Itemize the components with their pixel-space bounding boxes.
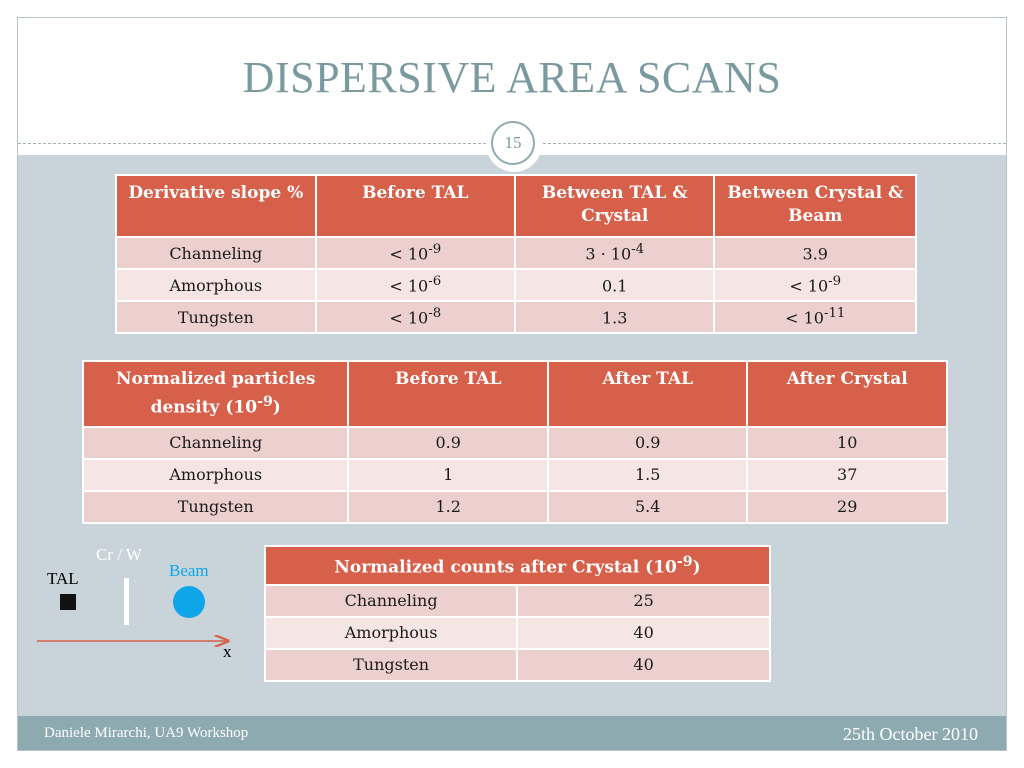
row-label: Amorphous — [263, 615, 519, 650]
table-cell: 3.9 — [713, 236, 917, 270]
table-cell: 0.9 — [347, 425, 549, 460]
header-text: Normalized counts after Crystal (10 — [334, 557, 677, 578]
cell-exponent: -4 — [631, 242, 645, 258]
table-header-row: Normalized counts after Crystal (10-9) — [264, 545, 771, 586]
table-row: Channeling < 10-9 3 · 10-4 3.9 — [115, 236, 917, 270]
cell-value: < 10 — [789, 276, 829, 296]
slide-title: DISPERSIVE AREA SCANS — [242, 53, 782, 102]
table-cell: 1 — [347, 457, 549, 492]
cell-exponent: -9 — [428, 242, 442, 258]
table-header-cell: Normalized particles density (10-9) — [81, 360, 350, 428]
table-header-cell: Normalized counts after Crystal (10-9) — [264, 545, 771, 586]
header-exponent: -9 — [257, 394, 273, 410]
table-row: Channeling 25 — [263, 583, 771, 618]
cell-exponent: -6 — [428, 274, 442, 290]
cell-value: < 10 — [389, 276, 429, 296]
table-cell: 29 — [746, 489, 948, 524]
particle-density-table: Normalized particles density (10-9) Befo… — [81, 360, 948, 524]
table-row: Amorphous < 10-6 0.1 < 10-9 — [115, 268, 917, 302]
table-header-cell: Before TAL — [314, 174, 516, 238]
table-cell: 0.9 — [546, 425, 749, 460]
header-suffix: ) — [692, 557, 701, 578]
table-cell: < 10-11 — [713, 300, 917, 334]
derivative-slope-table: Derivative slope % Before TAL Between TA… — [115, 174, 917, 334]
table-cell: 10 — [746, 425, 948, 460]
row-label: Channeling — [81, 425, 350, 460]
table-cell: 0.1 — [513, 268, 716, 302]
table-header-row: Normalized particles density (10-9) Befo… — [81, 360, 948, 428]
table-row: Amorphous 40 — [263, 615, 771, 650]
table-cell: 37 — [746, 457, 948, 492]
row-label: Tungsten — [263, 647, 519, 682]
cell-exponent: -9 — [828, 274, 842, 290]
table-cell: 3 · 10-4 — [513, 236, 716, 270]
table-header-cell: Between TAL & Crystal — [513, 174, 716, 238]
table-cell: < 10-8 — [314, 300, 516, 334]
cell-value: 1.3 — [602, 308, 628, 328]
table-cell: 5.4 — [546, 489, 749, 524]
cell-value: 3.9 — [802, 244, 828, 264]
cell-value: 3 · 10 — [585, 244, 632, 264]
cell-value: < 10 — [389, 308, 429, 328]
table-header-cell: Before TAL — [347, 360, 549, 428]
beam-label: Beam — [169, 561, 209, 580]
table-header-cell: Between Crystal & Beam — [713, 174, 917, 238]
crystal-label: Cr / W — [96, 545, 142, 564]
row-label: Channeling — [115, 236, 317, 270]
row-label: Tungsten — [81, 489, 350, 524]
table-header-row: Derivative slope % Before TAL Between TA… — [115, 174, 917, 238]
header-exponent: -9 — [676, 554, 693, 570]
table-row: Channeling 0.9 0.9 10 — [81, 425, 948, 460]
table-header-cell: After Crystal — [746, 360, 948, 428]
tal-marker — [60, 594, 76, 610]
table-cell: 40 — [516, 647, 771, 682]
footer-author: Daniele Mirarchi, UA9 Workshop — [44, 725, 249, 741]
row-label: Amorphous — [81, 457, 350, 492]
table-row: Amorphous 1 1.5 37 — [81, 457, 948, 492]
table-cell: 1.5 — [546, 457, 749, 492]
row-label: Channeling — [263, 583, 519, 618]
table-cell: 1.3 — [513, 300, 716, 334]
normalized-counts-table: Normalized counts after Crystal (10-9) C… — [263, 545, 771, 682]
crystal-marker — [124, 578, 129, 625]
table-row: Tungsten 40 — [263, 647, 771, 682]
cell-value: 0.1 — [602, 276, 628, 296]
page-number-badge: 15 — [491, 121, 535, 165]
table-cell: < 10-9 — [713, 268, 917, 302]
table-header-cell: After TAL — [546, 360, 749, 428]
row-label: Amorphous — [115, 268, 317, 302]
table-row: Tungsten 1.2 5.4 29 — [81, 489, 948, 524]
table-cell: 1.2 — [347, 489, 549, 524]
header-text: Normalized particles density (10 — [116, 369, 316, 418]
table-cell: < 10-9 — [314, 236, 516, 270]
tal-label: TAL — [47, 569, 79, 588]
footer-bar — [18, 716, 1006, 750]
slide-frame — [17, 17, 1007, 751]
table-cell: 25 — [516, 583, 771, 618]
beam-marker — [173, 586, 205, 618]
table-header-cell: Derivative slope % — [115, 174, 317, 238]
cell-exponent: -8 — [428, 306, 442, 322]
footer-date: 25th October 2010 — [843, 724, 978, 744]
row-label: Tungsten — [115, 300, 317, 334]
table-cell: 40 — [516, 615, 771, 650]
table-cell: < 10-6 — [314, 268, 516, 302]
cell-exponent: -11 — [823, 306, 846, 322]
cell-value: < 10 — [785, 308, 824, 328]
cell-value: < 10 — [389, 244, 429, 264]
header-suffix: ) — [272, 397, 281, 418]
x-axis-label: x — [223, 642, 232, 661]
table-row: Tungsten < 10-8 1.3 < 10-11 — [115, 300, 917, 334]
